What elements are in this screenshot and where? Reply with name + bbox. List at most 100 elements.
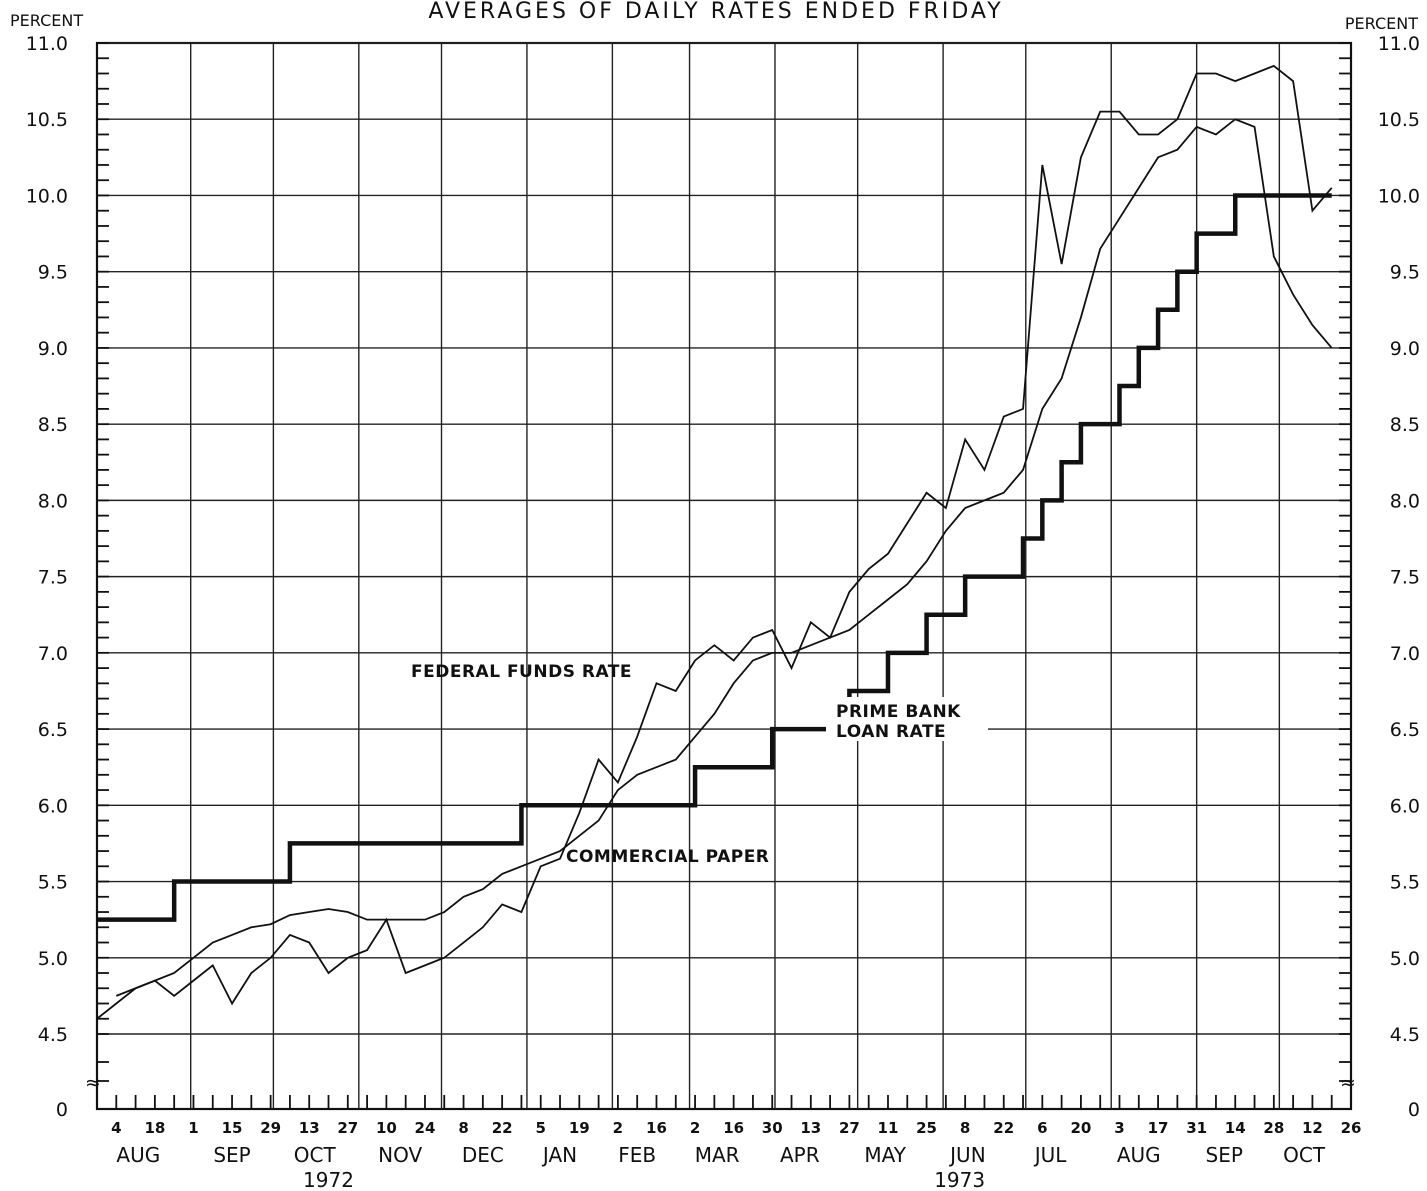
y-tick-label-left: 8.0 xyxy=(38,490,68,512)
x-year-label: 1972 xyxy=(303,1168,354,1191)
x-day-label: 1 xyxy=(188,1119,198,1137)
x-day-label: 8 xyxy=(960,1119,970,1137)
y-tick-label-left: 0 xyxy=(56,1099,68,1121)
y-tick-label-right: 6.5 xyxy=(1390,719,1420,741)
y-tick-label-left: 9.5 xyxy=(38,262,68,284)
x-day-label: 13 xyxy=(800,1119,821,1137)
x-day-label: 30 xyxy=(762,1119,783,1137)
x-month-label: NOV xyxy=(378,1143,422,1167)
x-day-label: 14 xyxy=(1225,1119,1246,1137)
y-tick-label-right: 9.0 xyxy=(1390,338,1420,360)
x-day-label: 26 xyxy=(1341,1119,1362,1137)
x-day-label: 13 xyxy=(299,1119,320,1137)
y-tick-label-left: 11.0 xyxy=(26,33,68,55)
x-day-label: 31 xyxy=(1186,1119,1207,1137)
series-labels: FEDERAL FUNDS RATE COMMERCIAL PAPER PRIME … xyxy=(411,662,988,867)
y-tick-label-right: 8.0 xyxy=(1390,490,1420,512)
x-month-label: SEP xyxy=(1206,1143,1243,1167)
y-tick-label-left: 7.5 xyxy=(38,567,68,589)
x-day-label: 19 xyxy=(569,1119,590,1137)
y-tick-label-left: 10.0 xyxy=(26,185,68,207)
x-day-label: 27 xyxy=(337,1119,358,1137)
y-tick-label-left: 10.5 xyxy=(26,109,68,131)
label-prime-bank-line2: LOAN RATE xyxy=(836,722,946,742)
x-month-label: AUG xyxy=(116,1143,160,1167)
y-unit-label-left: PERCENT xyxy=(10,11,83,30)
y-tick-label-right: 6.0 xyxy=(1390,795,1420,817)
x-month-label: FEB xyxy=(618,1143,656,1167)
y-tick-label-right: 8.5 xyxy=(1390,414,1420,436)
x-day-label: 27 xyxy=(839,1119,860,1137)
y-tick-label-right: 9.5 xyxy=(1390,262,1420,284)
y-tick-label-right: 11.0 xyxy=(1378,33,1420,55)
series-line-2 xyxy=(97,193,1332,922)
y-tick-label-right: 5.0 xyxy=(1390,948,1420,970)
x-day-label: 2 xyxy=(690,1119,700,1137)
x-day-label: 22 xyxy=(993,1119,1014,1137)
x-day-label: 24 xyxy=(415,1119,436,1137)
x-day-label: 6 xyxy=(1037,1119,1047,1137)
x-day-label: 11 xyxy=(878,1119,899,1137)
y-tick-label-left: 6.5 xyxy=(38,719,68,741)
x-day-label: 15 xyxy=(222,1119,243,1137)
series-lines xyxy=(96,64,1333,1020)
label-commercial-paper: COMMERCIAL PAPER xyxy=(566,847,769,867)
x-day-label: 29 xyxy=(260,1119,281,1137)
y-tick-label-left: 5.0 xyxy=(38,948,68,970)
x-month-label: DEC xyxy=(462,1143,504,1167)
axis-break-left: ≈ xyxy=(85,1072,101,1094)
axis-break-right: ≈ xyxy=(1340,1072,1356,1094)
x-day-label: 3 xyxy=(1114,1119,1124,1137)
y-tick-label-right: 7.5 xyxy=(1390,567,1420,589)
x-month-label: MAR xyxy=(695,1143,740,1167)
x-month-label: JAN xyxy=(541,1143,577,1167)
x-month-label: SEP xyxy=(213,1143,250,1167)
x-day-label: 17 xyxy=(1148,1119,1169,1137)
y-tick-label-right: 10.5 xyxy=(1378,109,1420,131)
x-month-label: JUN xyxy=(948,1143,986,1167)
x-month-label: AUG xyxy=(1117,1143,1161,1167)
y-unit-label-right: PERCENT xyxy=(1345,14,1418,33)
y-tick-label-left: 5.5 xyxy=(38,872,68,894)
x-day-label: 25 xyxy=(916,1119,937,1137)
y-tick-label-left: 8.5 xyxy=(38,414,68,436)
chart-title: AVERAGES OF DAILY RATES ENDED FRIDAY xyxy=(428,0,1003,24)
x-day-label: 18 xyxy=(144,1119,165,1137)
label-prime-bg xyxy=(826,697,988,741)
x-day-label: 8 xyxy=(458,1119,468,1137)
x-month-label: OCT xyxy=(294,1143,337,1167)
y-tick-label-left: 9.0 xyxy=(38,338,68,360)
grid-lines xyxy=(95,41,1353,1111)
x-day-label: 10 xyxy=(376,1119,397,1137)
y-tick-label-right: 0 xyxy=(1408,1099,1420,1121)
x-day-label: 12 xyxy=(1302,1119,1323,1137)
x-day-label: 16 xyxy=(646,1119,667,1137)
y-tick-label-right: 4.5 xyxy=(1390,1024,1420,1046)
y-tick-label-left: 6.0 xyxy=(38,795,68,817)
label-federal-funds-rate: FEDERAL FUNDS RATE xyxy=(411,662,632,682)
y-tick-labels: 11.0 11.0 10.5 10.5 10.0 10.0 9.5 9.5 9.0 9.0 8.5 8… xyxy=(26,33,1420,1121)
x-month-label: OCT xyxy=(1283,1143,1326,1167)
y-tick-label-right: 7.0 xyxy=(1390,643,1420,665)
x-month-label: APR xyxy=(780,1143,820,1167)
x-day-label: 2 xyxy=(613,1119,623,1137)
x-tick-labels: 4 18 1 15 29 13 27 10 24 8 22 5 19 2 16 2 16 30 13 27 11 25 8 2… xyxy=(111,1119,1361,1191)
axis-ticks xyxy=(96,42,1352,1109)
x-day-label: 16 xyxy=(723,1119,744,1137)
x-day-label: 28 xyxy=(1263,1119,1284,1137)
x-day-label: 22 xyxy=(492,1119,513,1137)
x-year-label: 1973 xyxy=(934,1168,985,1191)
y-tick-label-right: 10.0 xyxy=(1378,185,1420,207)
series-line-0 xyxy=(115,64,1333,1006)
y-tick-label-left: 7.0 xyxy=(38,643,68,665)
x-day-label: 5 xyxy=(536,1119,546,1137)
series-line-1 xyxy=(96,118,1333,1020)
x-month-label: JUL xyxy=(1033,1143,1068,1167)
y-tick-label-left: 4.5 xyxy=(38,1024,68,1046)
x-month-label: MAY xyxy=(864,1143,906,1167)
x-day-label: 4 xyxy=(111,1119,121,1137)
x-day-label: 20 xyxy=(1070,1119,1091,1137)
label-prime-bank-line1: PRIME BANK xyxy=(836,702,961,722)
y-tick-label-right: 5.5 xyxy=(1390,872,1420,894)
